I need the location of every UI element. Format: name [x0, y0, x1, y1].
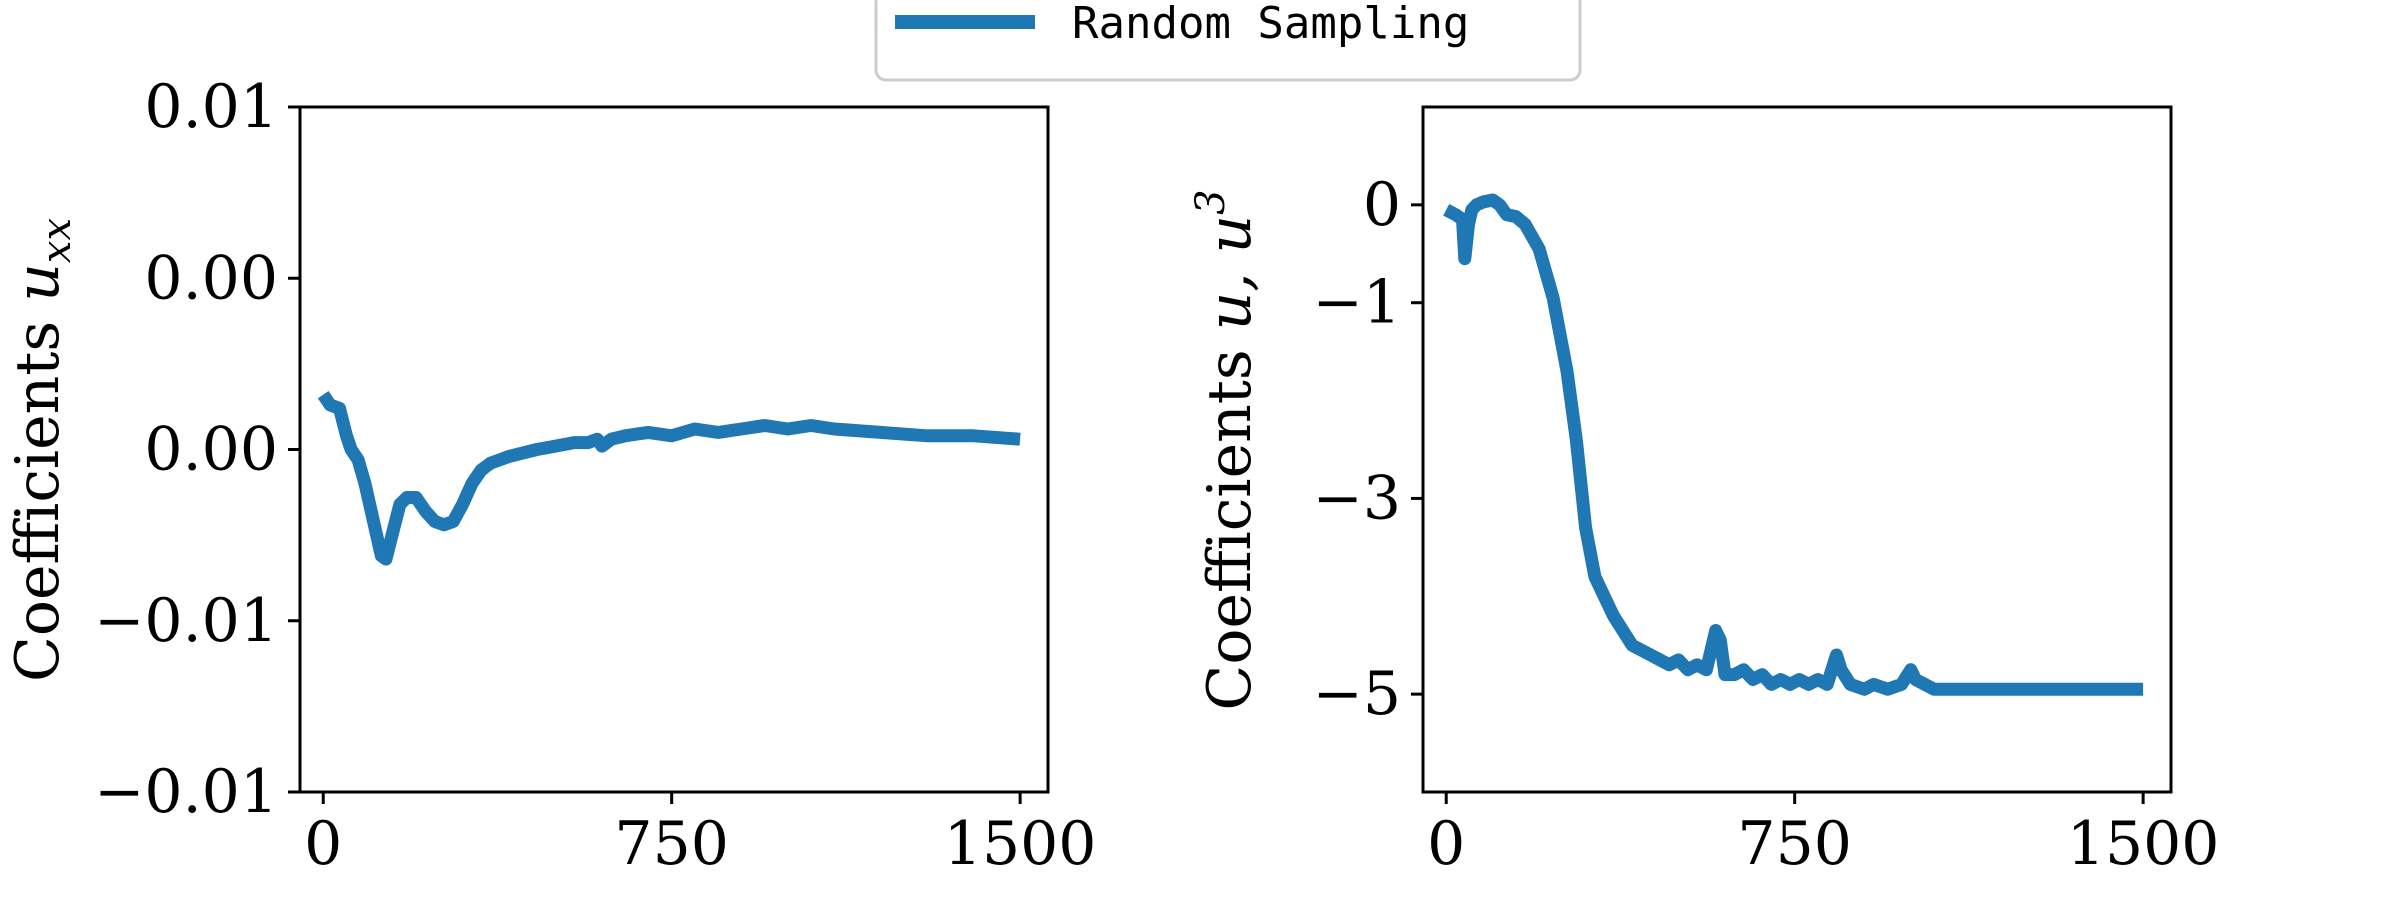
- left-plot-area: [298, 105, 1050, 794]
- x-tick-label: 0: [1427, 809, 1465, 879]
- y-tick-label: −1: [1313, 268, 1401, 338]
- right-y-axis-title: Coefficients u, u3: [1188, 189, 1265, 710]
- y-tick-label: −0.01: [94, 757, 278, 827]
- x-tick-label: 750: [614, 809, 729, 879]
- x-tick-label: 0: [304, 809, 342, 879]
- y-tick-label: 0.01: [144, 72, 278, 142]
- right-plot-area: [1421, 105, 2173, 794]
- right-panel: 0 −1 −3 −5 0 750 1500 Coefficients u, u3: [1188, 105, 2219, 879]
- x-tick-label: 750: [1737, 809, 1852, 879]
- y-tick-label: −5: [1313, 659, 1401, 729]
- y-tick-label: 0.00: [144, 243, 278, 313]
- y-tick-label: 0: [1363, 170, 1401, 240]
- x-tick-label: 1500: [2067, 809, 2220, 879]
- y-tick-label: 0.00: [144, 415, 278, 485]
- right-x-ticks: 0 750 1500: [1427, 792, 2219, 879]
- right-series-line: [1443, 193, 2144, 696]
- left-x-ticks: 0 750 1500: [304, 792, 1096, 879]
- x-tick-label: 1500: [944, 809, 1097, 879]
- left-y-axis-title: Coefficients uxx: [3, 218, 80, 682]
- left-y-ticks: 0.01 0.00 0.00 −0.01 −0.01: [94, 72, 300, 827]
- y-tick-label: −0.01: [94, 586, 278, 656]
- legend-label: Random Sampling: [1072, 0, 1469, 49]
- y-tick-label: −3: [1313, 463, 1401, 533]
- legend: Random Sampling: [874, 0, 1582, 82]
- legend-frame: [874, 0, 1582, 82]
- left-panel: 0.01 0.00 0.00 −0.01 −0.01 0 750 1500 Coeffici…: [3, 72, 1096, 879]
- right-y-ticks: 0 −1 −3 −5: [1313, 170, 1423, 729]
- left-series-line: [317, 391, 1021, 566]
